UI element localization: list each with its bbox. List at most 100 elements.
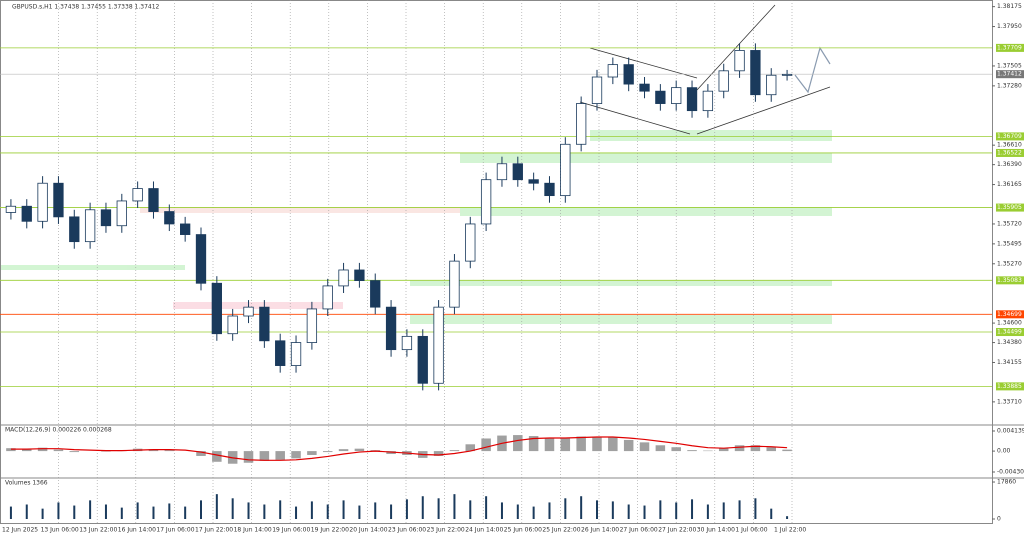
candle-body — [465, 223, 476, 262]
macd-bar — [718, 448, 729, 452]
y-tick-label: 1.35720 — [997, 220, 1022, 227]
y-tick-label: 1.33710 — [997, 398, 1022, 405]
volume-bar — [136, 502, 139, 519]
level-label: 1.35905 — [997, 204, 1022, 211]
level-label: 1.36709 — [997, 133, 1022, 140]
candle-body — [496, 163, 508, 181]
y-tick-label: 0.00 — [997, 448, 1011, 455]
y-tick-label: 0.004139 — [997, 428, 1024, 435]
candle-body — [702, 90, 714, 112]
macd-bar — [196, 451, 206, 456]
volume-bar — [770, 508, 773, 519]
level-label-box — [996, 276, 1024, 285]
level-label-box — [996, 328, 1024, 337]
x-tick-label: 30 Jun 14:00 — [697, 527, 735, 534]
volume-bar — [691, 499, 694, 519]
volume-bar — [485, 496, 488, 519]
macd-bar — [655, 445, 666, 452]
volume-bar — [532, 506, 535, 519]
zone — [460, 207, 832, 216]
macd-bar — [164, 450, 175, 452]
candle-body — [21, 205, 32, 222]
candle-body — [433, 306, 444, 384]
x-tick-label: 19 Jun 06:00 — [272, 527, 310, 534]
macd-bar — [259, 451, 270, 461]
candle-body — [623, 64, 634, 85]
level-label: 1.33885 — [997, 383, 1022, 390]
volume-bar — [786, 516, 789, 519]
projection — [794, 46, 831, 94]
plot-frame — [0, 0, 993, 524]
candle-body — [480, 179, 492, 225]
x-tick-label: 12 Jun 2025 — [2, 527, 38, 534]
macd-bar — [782, 449, 792, 452]
chart-title: GBPUSD.s,H1 1.37438 1.37455 1.37338 1.37… — [12, 4, 160, 11]
x-tick-label: 16 Jun 14:00 — [118, 527, 156, 534]
candle-body — [53, 182, 64, 218]
candle-body — [718, 70, 729, 92]
candle-body — [449, 260, 460, 308]
level-label: 1.35083 — [997, 277, 1022, 284]
x-tick-label: 17 Jun 06:00 — [156, 527, 194, 534]
candle-body — [528, 179, 539, 184]
y-tick-label: 1.34600 — [997, 320, 1022, 327]
y-tick-label: -0.004305 — [997, 468, 1024, 475]
volume-bar — [200, 500, 202, 519]
zone — [140, 207, 460, 213]
macd-bar — [766, 447, 776, 452]
candle-body — [227, 315, 238, 335]
volume-bar — [342, 500, 345, 519]
trend-line — [696, 86, 831, 135]
candle-body — [385, 306, 397, 351]
macd-bar — [449, 450, 460, 452]
level-label-box — [996, 310, 1024, 319]
x-tick-label: 23 Jun 06:00 — [388, 527, 426, 534]
volume-bar — [675, 502, 678, 519]
macd-bar — [544, 438, 555, 452]
macd-bar — [465, 444, 476, 452]
macd-bar — [354, 448, 365, 452]
candle-body — [639, 83, 650, 92]
volume-bar — [57, 502, 60, 519]
y-tick-label: 1.34380 — [997, 339, 1022, 346]
macd-bar — [322, 451, 333, 453]
macd-bar — [592, 436, 602, 452]
macd-bar — [291, 451, 301, 459]
candle-body — [734, 50, 745, 72]
volume-bar — [9, 506, 12, 519]
candle-body — [84, 209, 96, 243]
candle-body — [243, 306, 254, 317]
volume-bar — [247, 502, 250, 519]
macd-bar — [481, 438, 491, 452]
y-tick-label: 1.37505 — [997, 62, 1022, 69]
level-label-box — [996, 382, 1024, 391]
macd-signal — [10, 436, 788, 461]
trend-lines — [579, 4, 831, 135]
volume-bar — [168, 503, 171, 519]
candle-body — [766, 74, 777, 96]
y-tick-label: 1.38175 — [997, 3, 1022, 10]
macd-bar — [576, 436, 586, 452]
candle-body — [401, 335, 413, 351]
x-tick-label: 27 Jun 22:00 — [658, 527, 696, 534]
volume-bar — [611, 501, 614, 519]
candle-body — [132, 188, 143, 202]
volume-bar — [25, 504, 28, 519]
volume-bar — [326, 504, 329, 519]
volume-bar — [706, 504, 709, 519]
level-label: 1.36522 — [997, 149, 1022, 156]
macd-bar — [22, 449, 32, 452]
macd-bar — [212, 451, 222, 462]
candle-body — [290, 342, 302, 366]
volume-bar — [41, 508, 44, 519]
x-tick-label: 19 Jun 22:00 — [311, 527, 349, 534]
volume-bar — [564, 498, 567, 519]
y-tick-label: 1.36610 — [997, 142, 1022, 149]
macd-bar — [750, 445, 761, 452]
x-tick-label: 13 Jun 22:00 — [79, 527, 117, 534]
x-tick-label: 24 Jun 14:00 — [465, 527, 503, 534]
macd-bar — [53, 449, 64, 452]
candle-body — [686, 87, 698, 112]
